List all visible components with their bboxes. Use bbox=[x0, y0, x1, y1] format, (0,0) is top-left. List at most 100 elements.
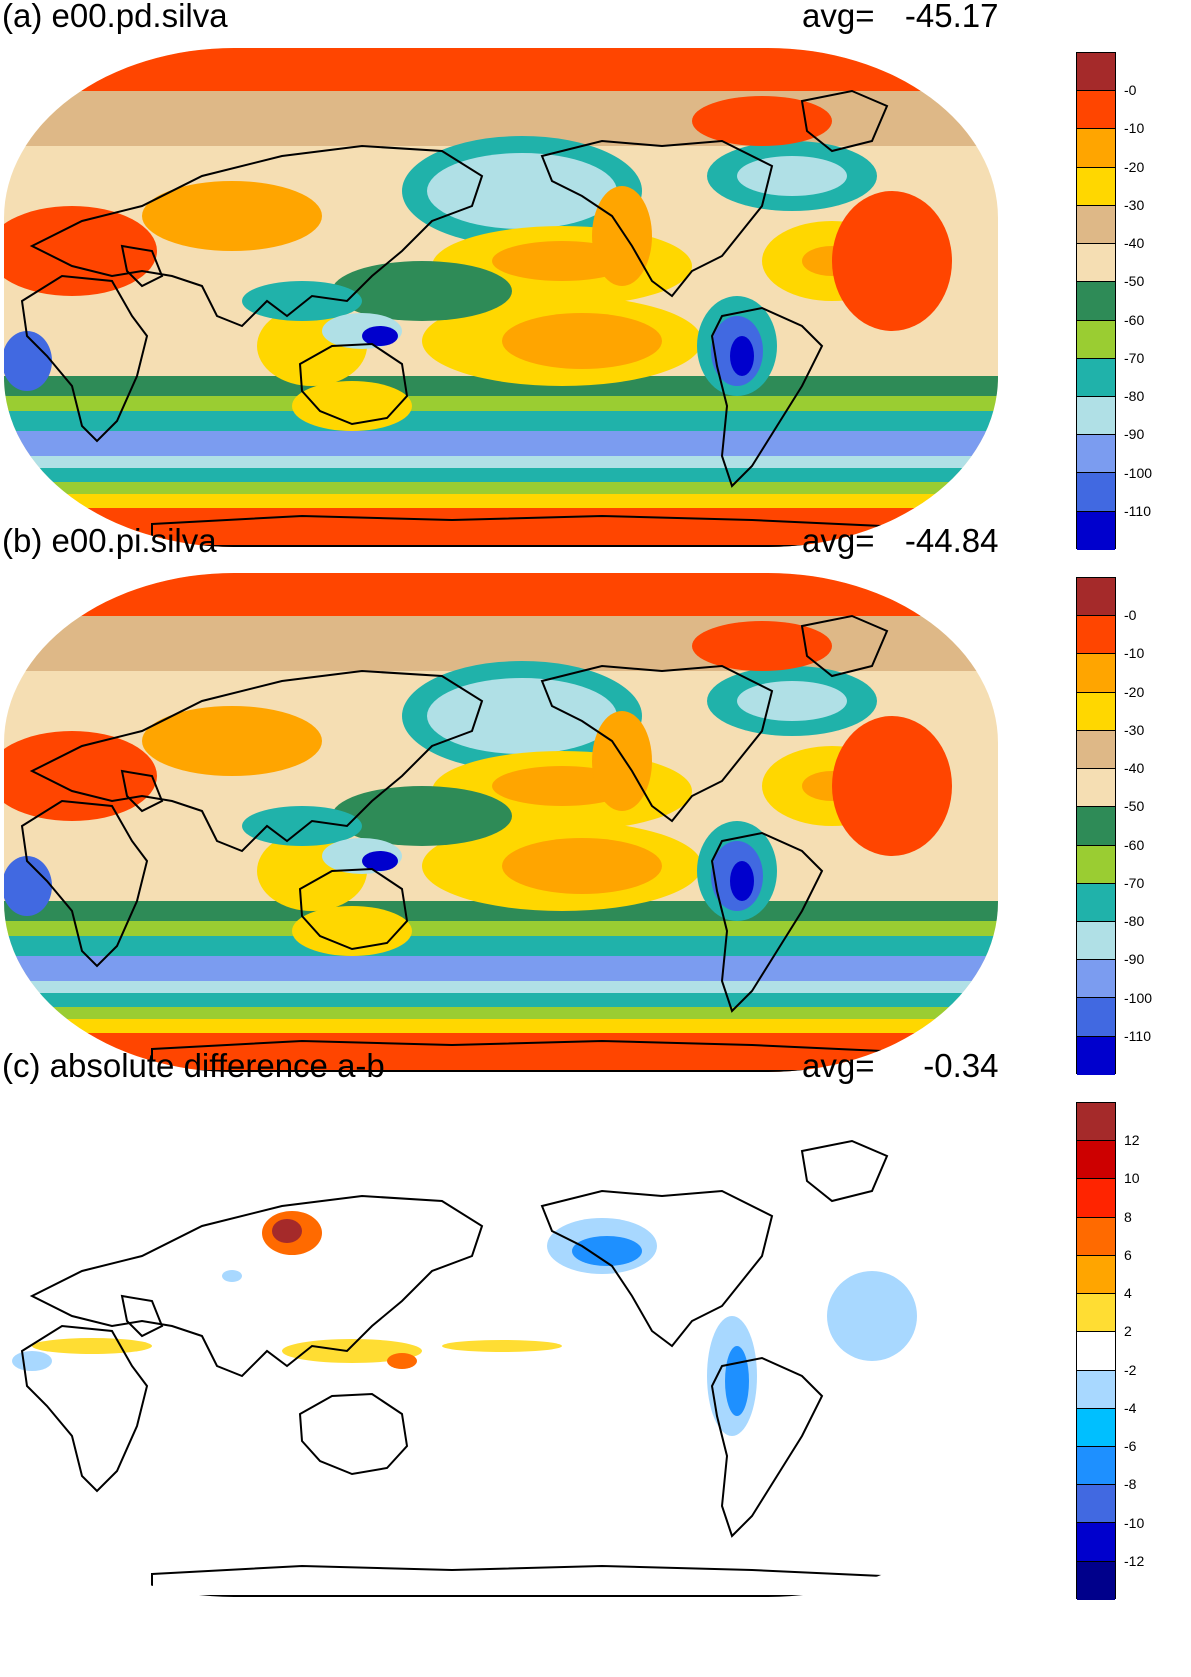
coastline bbox=[298, 1392, 409, 1476]
colorbar-tick-label: -2 bbox=[1124, 1361, 1137, 1378]
colorbar-swatch bbox=[1077, 1523, 1115, 1562]
coastline bbox=[298, 867, 409, 951]
colorbar-swatch bbox=[1077, 205, 1115, 245]
coastline bbox=[151, 1039, 886, 1072]
colorbar-swatch bbox=[1077, 1561, 1115, 1600]
panel-average: avg= -0.34 bbox=[802, 1046, 998, 1086]
avg-label: avg= bbox=[802, 0, 875, 34]
colorbar-tick-label: -10 bbox=[1124, 645, 1145, 662]
avg-value: -45.17 bbox=[904, 0, 999, 34]
colorbar-swatch bbox=[1077, 91, 1115, 130]
panel-title: (b) e00.pi.silva bbox=[2, 522, 217, 559]
colorbar-swatch bbox=[1077, 244, 1115, 283]
colorbar-tick-label: 10 bbox=[1124, 1170, 1140, 1187]
coastline-outlines bbox=[20, 1139, 889, 1597]
colorbar: -0 -10 -20 -30 -40 -50 -60 -70 -80 -90 -100 -110 bbox=[1076, 52, 1191, 550]
colorbar-tick-label: -20 bbox=[1124, 158, 1145, 175]
field-shading bbox=[4, 573, 998, 1072]
colorbar-swatch bbox=[1077, 1103, 1115, 1142]
colorbar-tick-label: -12 bbox=[1124, 1552, 1145, 1569]
colorbar-tick-label: 6 bbox=[1124, 1246, 1132, 1263]
avg-value: -0.34 bbox=[923, 1047, 999, 1084]
coastline bbox=[298, 342, 409, 426]
colorbar-tick-label: -110 bbox=[1124, 1027, 1151, 1044]
colorbar-tick-label: -100 bbox=[1124, 464, 1153, 481]
panel-average: avg= -45.17 bbox=[802, 0, 998, 36]
colorbar-tick-label: -100 bbox=[1124, 989, 1153, 1006]
map-canvas bbox=[4, 573, 998, 1072]
world-map bbox=[2, 571, 1002, 1076]
colorbar-swatch bbox=[1077, 167, 1115, 206]
world-map bbox=[2, 46, 1002, 551]
colorbar: -0 -10 -20 -30 -40 -50 -60 -70 -80 -90 -100 -110 bbox=[1076, 577, 1191, 1075]
colorbar-swatch bbox=[1077, 769, 1115, 808]
world-map bbox=[2, 1096, 1002, 1601]
colorbar-swatch bbox=[1077, 807, 1115, 846]
coastline bbox=[800, 1139, 889, 1203]
colorbar-swatches bbox=[1076, 577, 1116, 1075]
colorbar-swatch bbox=[1077, 883, 1115, 922]
colorbar-tick-label: -8 bbox=[1124, 1476, 1137, 1493]
coastline bbox=[20, 274, 149, 443]
colorbar-swatch bbox=[1077, 730, 1115, 770]
colorbar-swatch bbox=[1077, 1217, 1115, 1256]
colorbar: 12 10 8 6 4 2 -2 -4 -6 -8 -10 -12 bbox=[1076, 1102, 1191, 1600]
colorbar-swatch bbox=[1077, 129, 1115, 168]
panel-average: avg= -44.84 bbox=[802, 521, 998, 561]
map-canvas bbox=[4, 1098, 998, 1597]
coastline-outlines bbox=[20, 89, 889, 547]
colorbar-swatch bbox=[1077, 511, 1115, 550]
coastline bbox=[540, 139, 774, 298]
colorbar-swatch bbox=[1077, 1036, 1115, 1075]
coastline bbox=[710, 831, 824, 1013]
colorbar-tick-label: -80 bbox=[1124, 388, 1145, 405]
colorbar-swatch bbox=[1077, 435, 1115, 474]
colorbar-tick-label: -4 bbox=[1124, 1399, 1137, 1416]
colorbar-tick-label: 8 bbox=[1124, 1208, 1132, 1225]
colorbar-tick-label: -40 bbox=[1124, 760, 1145, 777]
coastline bbox=[710, 1356, 824, 1538]
colorbar-swatch bbox=[1077, 396, 1115, 436]
colorbar-swatch bbox=[1077, 1485, 1115, 1524]
coastline bbox=[29, 144, 484, 328]
colorbar-swatch bbox=[1077, 692, 1115, 731]
colorbar-tick-label: 4 bbox=[1124, 1285, 1132, 1302]
colorbar-swatch bbox=[1077, 1446, 1115, 1486]
panel-a: (a) e00.pd.silva avg= -45.17 -0 -10 -20 -30-… bbox=[0, 0, 1191, 560]
coastline bbox=[120, 1294, 164, 1338]
colorbar-tick-label: -50 bbox=[1124, 273, 1145, 290]
colorbar-tick-label: -10 bbox=[1124, 1514, 1145, 1531]
colorbar-swatch bbox=[1077, 616, 1115, 655]
colorbar-tick-label: 12 bbox=[1124, 1132, 1140, 1149]
panel-b: (b) e00.pi.silva avg= -44.84 -0 -10 -20 -30-… bbox=[0, 522, 1191, 1085]
avg-label: avg= bbox=[802, 1047, 875, 1084]
colorbar-tick-label: 2 bbox=[1124, 1323, 1132, 1340]
field-shading bbox=[4, 1098, 998, 1597]
colorbar-swatch bbox=[1077, 1294, 1115, 1333]
colorbar-tick-label: -110 bbox=[1124, 502, 1151, 519]
coastline-outlines bbox=[20, 614, 889, 1072]
colorbar-swatch bbox=[1077, 358, 1115, 397]
coastline bbox=[540, 664, 774, 823]
map-canvas bbox=[4, 48, 998, 547]
coastline bbox=[29, 1194, 484, 1378]
colorbar-swatch bbox=[1077, 1255, 1115, 1295]
colorbar-swatch bbox=[1077, 1179, 1115, 1218]
colorbar-tick-label: -20 bbox=[1124, 683, 1145, 700]
colorbar-tick-label: -80 bbox=[1124, 913, 1145, 930]
coastline bbox=[800, 614, 889, 678]
colorbar-swatch bbox=[1077, 1332, 1115, 1371]
coastline bbox=[120, 244, 164, 288]
colorbar-tick-label: -90 bbox=[1124, 426, 1145, 443]
colorbar-swatch bbox=[1077, 845, 1115, 884]
colorbar-swatch bbox=[1077, 282, 1115, 321]
colorbar-tick-label: -90 bbox=[1124, 951, 1145, 968]
colorbar-swatch bbox=[1077, 654, 1115, 693]
colorbar-swatch bbox=[1077, 473, 1115, 512]
colorbar-swatch bbox=[1077, 1141, 1115, 1180]
colorbar-swatch bbox=[1077, 1408, 1115, 1447]
coastline bbox=[151, 1564, 886, 1597]
colorbar-swatches bbox=[1076, 1102, 1116, 1600]
colorbar-tick-label: -30 bbox=[1124, 196, 1145, 213]
avg-value: -44.84 bbox=[904, 522, 999, 559]
